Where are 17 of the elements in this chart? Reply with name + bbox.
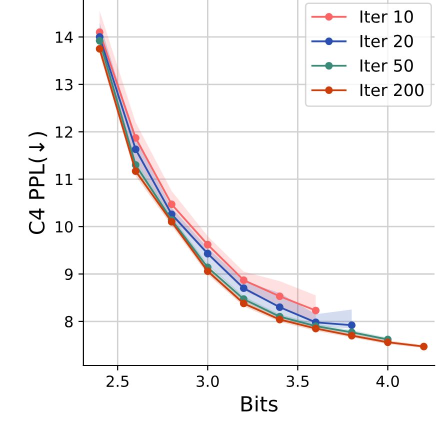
x-tick-label: 2.5 <box>106 375 128 388</box>
y-tick-label: 8 <box>65 316 73 328</box>
y-tick-label: 9 <box>64 268 73 280</box>
y-tick-label: 14 <box>56 32 73 43</box>
y-tick-label: 10 <box>56 221 73 233</box>
x-tick-label: 4.0 <box>376 375 399 388</box>
y-tick-label: 13 <box>56 78 72 90</box>
legend-label: Iter 200 <box>360 84 424 96</box>
y-tick-label: 11 <box>56 174 72 185</box>
x-axis-title: Bits <box>242 396 278 412</box>
x-tick-label: 3.0 <box>196 375 219 388</box>
y-axis-title: C4 PPL(↓) <box>28 132 48 234</box>
legend-label: Iter 10 <box>360 10 413 23</box>
legend-label: Iter 20 <box>360 34 413 48</box>
y-tick-label: 12 <box>56 126 72 138</box>
legend-label: Iter 50 <box>360 59 413 72</box>
x-tick-label: 3.5 <box>286 375 309 388</box>
